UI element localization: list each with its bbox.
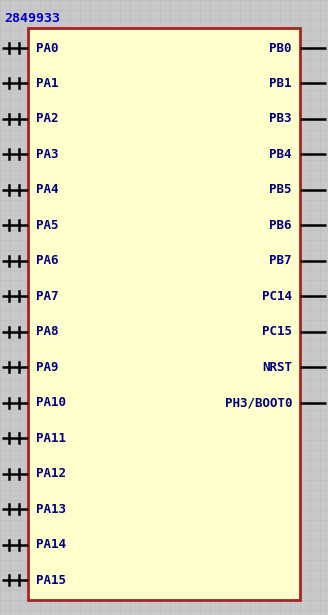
Text: PA4: PA4 xyxy=(36,183,58,196)
Bar xyxy=(28,28,300,600)
Text: PA0: PA0 xyxy=(36,41,58,55)
Text: PA12: PA12 xyxy=(36,467,66,480)
Text: PB5: PB5 xyxy=(270,183,292,196)
Text: PA14: PA14 xyxy=(36,538,66,551)
Text: PB1: PB1 xyxy=(270,77,292,90)
Text: NRST: NRST xyxy=(262,361,292,374)
Text: PH3/BOOT0: PH3/BOOT0 xyxy=(224,396,292,409)
Text: PC14: PC14 xyxy=(262,290,292,303)
Text: PB0: PB0 xyxy=(270,41,292,55)
Text: PA2: PA2 xyxy=(36,113,58,125)
Text: 2849933: 2849933 xyxy=(4,12,60,25)
Text: PA6: PA6 xyxy=(36,254,58,268)
Text: PA15: PA15 xyxy=(36,574,66,587)
Text: PA13: PA13 xyxy=(36,502,66,515)
Text: PB7: PB7 xyxy=(270,254,292,268)
Text: PA1: PA1 xyxy=(36,77,58,90)
Text: PA8: PA8 xyxy=(36,325,58,338)
Text: PA7: PA7 xyxy=(36,290,58,303)
Text: PB4: PB4 xyxy=(270,148,292,161)
Text: PA10: PA10 xyxy=(36,396,66,409)
Text: PA3: PA3 xyxy=(36,148,58,161)
Text: PC15: PC15 xyxy=(262,325,292,338)
Text: PA9: PA9 xyxy=(36,361,58,374)
Text: PA11: PA11 xyxy=(36,432,66,445)
Text: PB6: PB6 xyxy=(270,219,292,232)
Text: PB3: PB3 xyxy=(270,113,292,125)
Text: PA5: PA5 xyxy=(36,219,58,232)
